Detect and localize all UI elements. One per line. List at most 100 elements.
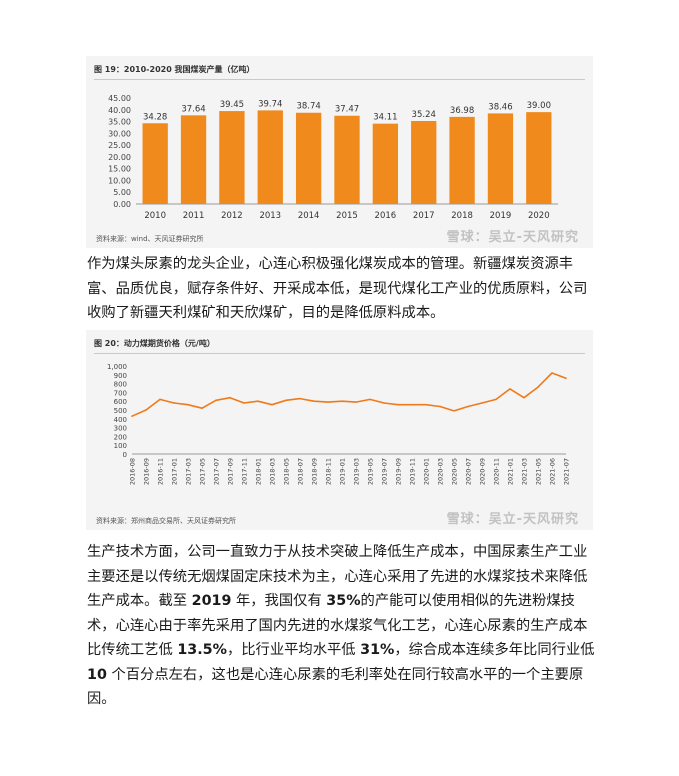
y-tick-label: 500 (114, 407, 127, 415)
price-point (523, 396, 525, 399)
price-point (355, 401, 357, 403)
x-tick-label: 2010 (144, 211, 166, 221)
x-tick-label: 2018-09 (311, 458, 319, 485)
bar-value-label: 34.11 (373, 113, 397, 123)
capacity-share-value: 35% (326, 593, 361, 609)
bar (295, 112, 322, 204)
x-tick-label: 2019-09 (395, 458, 403, 485)
bar-value-label: 35.24 (412, 110, 436, 120)
x-tick-label: 2017-07 (213, 458, 221, 485)
x-tick-label: 2018-01 (255, 458, 263, 485)
price-point (425, 403, 427, 406)
x-tick-label: 2021-06 (549, 458, 557, 485)
x-tick-label: 2017-09 (227, 458, 235, 485)
bar-value-label: 37.64 (181, 104, 205, 114)
text-run: 个百分点左右，这也是心连心尿素的毛利率处在同行较高水平的一个主要原因。 (87, 666, 584, 708)
price-point (383, 402, 385, 404)
price-point (509, 388, 511, 390)
x-tick-label: 2016 (375, 211, 397, 221)
traditional-cost-diff-value: 13.5% (177, 642, 227, 658)
x-tick-label: 2020-07 (465, 458, 473, 485)
x-tick-label: 2018 (451, 211, 473, 221)
x-tick-label: 2020-05 (451, 458, 459, 485)
bar-value-label: 39.74 (258, 99, 282, 109)
bar (334, 115, 360, 204)
x-tick-label: 2021-05 (535, 458, 543, 485)
bar (487, 113, 514, 204)
y-tick-label: 200 (114, 433, 127, 441)
y-tick-label: 1,000 (107, 363, 127, 371)
x-tick-label: 2016-08 (129, 458, 137, 485)
x-tick-label: 2017-11 (241, 458, 249, 485)
y-tick-label: 10.00 (108, 176, 131, 185)
x-tick-label: 2021-03 (521, 458, 529, 485)
x-tick-label: 2021-07 (563, 458, 571, 485)
bar (257, 110, 283, 204)
x-tick-label: 2017 (413, 211, 435, 221)
y-tick-label: 40.00 (108, 106, 131, 115)
coal-output-figure: 图 19：2010-2020 我国煤炭产量（亿吨） 0.00 5.00 10.00 1… (86, 56, 593, 248)
x-tick-label: 2012 (221, 211, 243, 221)
y-tick-label: 600 (114, 398, 127, 406)
price-point (201, 407, 203, 410)
price-point (467, 405, 469, 408)
x-tick-label: 2013 (259, 211, 281, 221)
y-tick-label: 30.00 (108, 129, 131, 138)
price-point (565, 377, 567, 380)
x-tick-label: 2019 (490, 211, 512, 221)
x-tick-label: 2018-11 (325, 458, 333, 485)
x-tick-label: 2019-07 (381, 458, 389, 485)
y-tick-label: 35.00 (108, 118, 131, 127)
coal-futures-source: 资料来源：郑州商品交易所、天风证券研究所 (96, 517, 236, 525)
points-value: 10 (87, 666, 107, 683)
bar-value-label: 36.98 (450, 106, 474, 116)
bar-value-label: 34.28 (143, 112, 167, 122)
x-tick-label: 2020-03 (437, 458, 445, 485)
text-run: 生产技术方面，公司一直致力于从技术突破上降低生产成本，中国尿素生产工业主要还是以… (87, 544, 588, 609)
y-tick-label: 15.00 (108, 165, 131, 174)
text-run: 的产能可以使用相似的先进粉煤技术，心连心由于率先采用了国内先进的水煤浆气化工艺，… (87, 593, 588, 658)
price-point (257, 400, 259, 402)
price-point (271, 403, 273, 406)
watermark: 雪球：吴立-天风研究 (446, 512, 579, 527)
watermark: 雪球：吴立-天风研究 (446, 230, 579, 245)
coal-output-chart-title: 图 19：2010-2020 我国煤炭产量（亿吨） (94, 65, 255, 74)
price-point (551, 372, 553, 374)
price-series-line (131, 372, 567, 417)
bar (449, 116, 475, 204)
bar (526, 112, 552, 204)
title-divider (94, 79, 585, 80)
coal-futures-chart-title: 图 20：动力煤期货价格（元/吨） (94, 339, 215, 348)
price-point (187, 403, 189, 406)
year-value: 2019 (191, 593, 232, 609)
price-point (145, 409, 147, 411)
coal-output-source: 资料来源：wind、天风证券研究所 (96, 235, 204, 243)
bar (219, 111, 245, 204)
x-tick-label: 2019-05 (367, 458, 375, 485)
paragraph-coal-cost: 作为煤头尿素的龙头企业，心连心积极强化煤炭成本的管理。新疆煤炭资源丰富、品质优良… (87, 256, 588, 321)
price-point (131, 415, 133, 417)
y-tick-label: 400 (114, 416, 127, 424)
x-tick-label: 2018-05 (283, 458, 291, 485)
price-point (215, 399, 217, 402)
price-point (439, 405, 441, 408)
paragraph-production-tech: 生产技术方面，公司一直致力于从技术突破上降低生产成本，中国尿素生产工业主要还是以… (87, 540, 597, 712)
x-tick-label: 2018-07 (297, 458, 305, 485)
price-point (481, 402, 483, 404)
x-tick-label: 2020 (528, 211, 550, 221)
price-point (453, 410, 455, 412)
x-tick-label: 2019-01 (339, 458, 347, 485)
y-tick-label: 0 (123, 451, 127, 459)
y-tick-label: 0.00 (113, 200, 131, 209)
x-tick-label: 2021-01 (507, 458, 515, 485)
bar-value-label: 38.46 (488, 102, 512, 112)
x-tick-label: 2020-11 (493, 458, 501, 485)
bar-value-label: 39.45 (220, 100, 244, 110)
coal-output-bar-chart: 0.00 5.00 10.00 15.00 20.00 25.00 30.00 35.00 40… (108, 94, 558, 221)
price-point (495, 398, 497, 401)
text-run: ，综合成本连续多年比同行业低 (394, 642, 595, 658)
x-tick-label: 2020-01 (423, 458, 431, 485)
bar (372, 123, 399, 204)
price-point (173, 402, 175, 404)
